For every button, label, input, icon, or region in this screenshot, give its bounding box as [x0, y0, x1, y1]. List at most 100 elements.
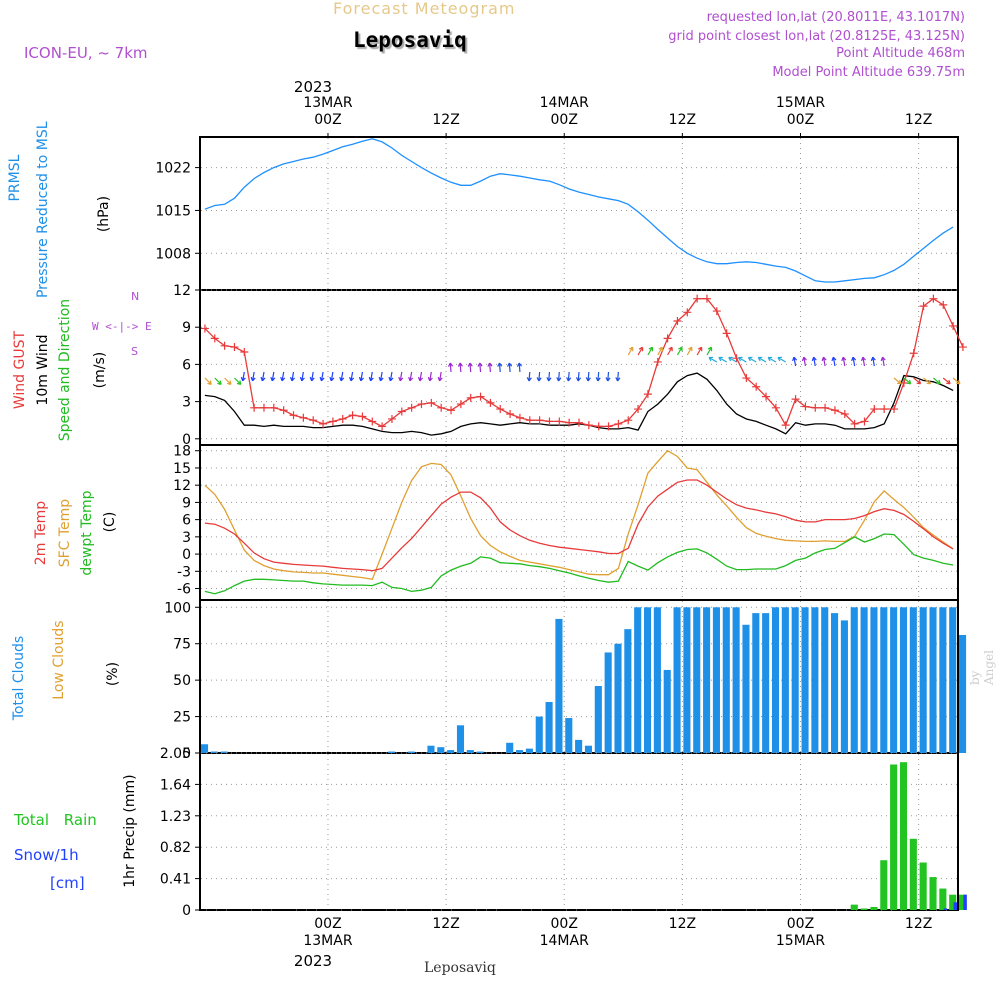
wind-direction-arrow [870, 356, 876, 367]
total-cloud-bar [506, 742, 514, 753]
gust-marker [643, 390, 652, 399]
model-label: ICON-EU, ~ 7km [24, 44, 148, 62]
wind-direction-arrow [280, 371, 286, 382]
gust-marker [427, 398, 436, 407]
gust-marker [663, 334, 672, 343]
wind-direction-arrow [319, 371, 325, 382]
wind-direction-arrow [309, 371, 315, 382]
total-cloud-bar [860, 607, 868, 753]
total-cloud-bar [762, 613, 770, 753]
y-tick-label: 12 [173, 478, 191, 494]
gust-marker [575, 418, 583, 427]
total-cloud-bar [466, 750, 474, 753]
total-cloud-bar [722, 607, 730, 753]
compass-we: W <-|-> E [92, 320, 152, 333]
bottom-station-label: Leposaviq [424, 960, 496, 976]
gust-marker [791, 395, 800, 404]
y-tick-label: 1.64 [160, 777, 191, 793]
rain-bar [919, 862, 927, 910]
total-cloud-bar [447, 750, 455, 753]
bottom-time-label: 00Z 14MAR [540, 916, 589, 950]
wind-direction-arrow [686, 346, 693, 356]
rain-bar [850, 904, 858, 910]
wind-direction-arrow [546, 371, 552, 382]
gust-marker [840, 410, 849, 418]
gust-marker [752, 382, 761, 391]
top-hour-label: 00Z [314, 111, 342, 128]
bottom-day-label: 14MAR [539, 932, 589, 949]
gust-marker [584, 421, 593, 430]
y-tick-label: 1022 [155, 161, 191, 177]
wind-direction-arrow [696, 346, 703, 356]
wind-direction-arrow [234, 377, 242, 385]
rain-bar [880, 860, 888, 910]
y-tick-label: 0 [182, 746, 191, 762]
wind-direction-arrow [777, 356, 787, 363]
total-cloud-bar [614, 643, 622, 753]
total-cloud-bar [791, 607, 799, 753]
wind-direction-arrow [378, 371, 384, 382]
y-tick-label: 25 [173, 710, 191, 726]
total-cloud-bar [604, 652, 612, 753]
wind-direction-arrow [851, 356, 857, 367]
wind-direction-arrow [427, 371, 433, 382]
wind-direction-arrow [398, 371, 404, 382]
top-time-label: 14MAR 00Z [540, 95, 589, 129]
wind-direction-arrow [487, 362, 493, 373]
gust-marker [702, 294, 711, 303]
gust-marker [811, 403, 820, 412]
rain-bar [949, 894, 957, 910]
total-cloud-bar [388, 751, 396, 753]
pressure-line [204, 138, 954, 283]
wind-direction-arrow [595, 371, 601, 382]
wind-direction-arrow [250, 371, 256, 382]
top-time-label: 12Z [669, 95, 696, 129]
gust-marker [830, 406, 839, 415]
total-cloud-bar [673, 607, 681, 753]
wind-direction-arrow [667, 346, 673, 356]
gust-marker [958, 343, 967, 352]
bottom-hour-label: 00Z [550, 916, 578, 932]
wind-direction-arrow [637, 346, 644, 356]
gust-marker [200, 324, 209, 333]
top-time-label: 12Z [905, 95, 932, 129]
gust-marker [397, 407, 406, 416]
gust-marker [545, 417, 554, 426]
gust-marker [673, 317, 682, 325]
y-tick-label: 2.05 [160, 746, 191, 762]
gust-marker [387, 414, 396, 423]
top-hour-label: 12Z [668, 111, 697, 128]
wind-direction-arrow [408, 371, 414, 382]
wind-direction-arrow [358, 371, 364, 382]
wind-direction-arrow [880, 356, 886, 367]
wind-direction-arrow [507, 362, 513, 373]
wind-direction-arrow [417, 371, 424, 382]
gust-marker [929, 294, 938, 303]
bottom-time-label: 00Z 13MAR [303, 916, 352, 950]
wind-direction-arrow [757, 356, 767, 363]
total-cloud-bar [683, 607, 691, 753]
gust-marker [407, 403, 416, 412]
total-cloud-bar [653, 607, 661, 753]
wind-direction-arrow [801, 356, 807, 367]
wind-direction-arrow [388, 371, 394, 382]
gust-marker [210, 334, 219, 343]
gust-marker [328, 417, 337, 426]
wind-direction-arrow [747, 356, 757, 363]
total-cloud-bar [516, 750, 524, 753]
wind-direction-arrow [811, 356, 817, 367]
gust-marker [870, 405, 879, 414]
bottom-time-label: 12Z [432, 916, 459, 950]
gust-marker [771, 403, 780, 412]
gust-marker [653, 357, 662, 366]
total-cloud-bar [634, 607, 642, 753]
wind-direction-arrow [738, 356, 747, 363]
gust-marker [378, 422, 387, 431]
grid-point-coords: grid point closest lon,lat (20.8125E, 43… [668, 29, 965, 44]
total-cloud-bar [201, 744, 209, 753]
total-cloud-bar [821, 607, 829, 753]
y-tick-label: 9 [182, 320, 191, 336]
gust-marker [939, 300, 948, 309]
gust-marker [220, 341, 229, 350]
